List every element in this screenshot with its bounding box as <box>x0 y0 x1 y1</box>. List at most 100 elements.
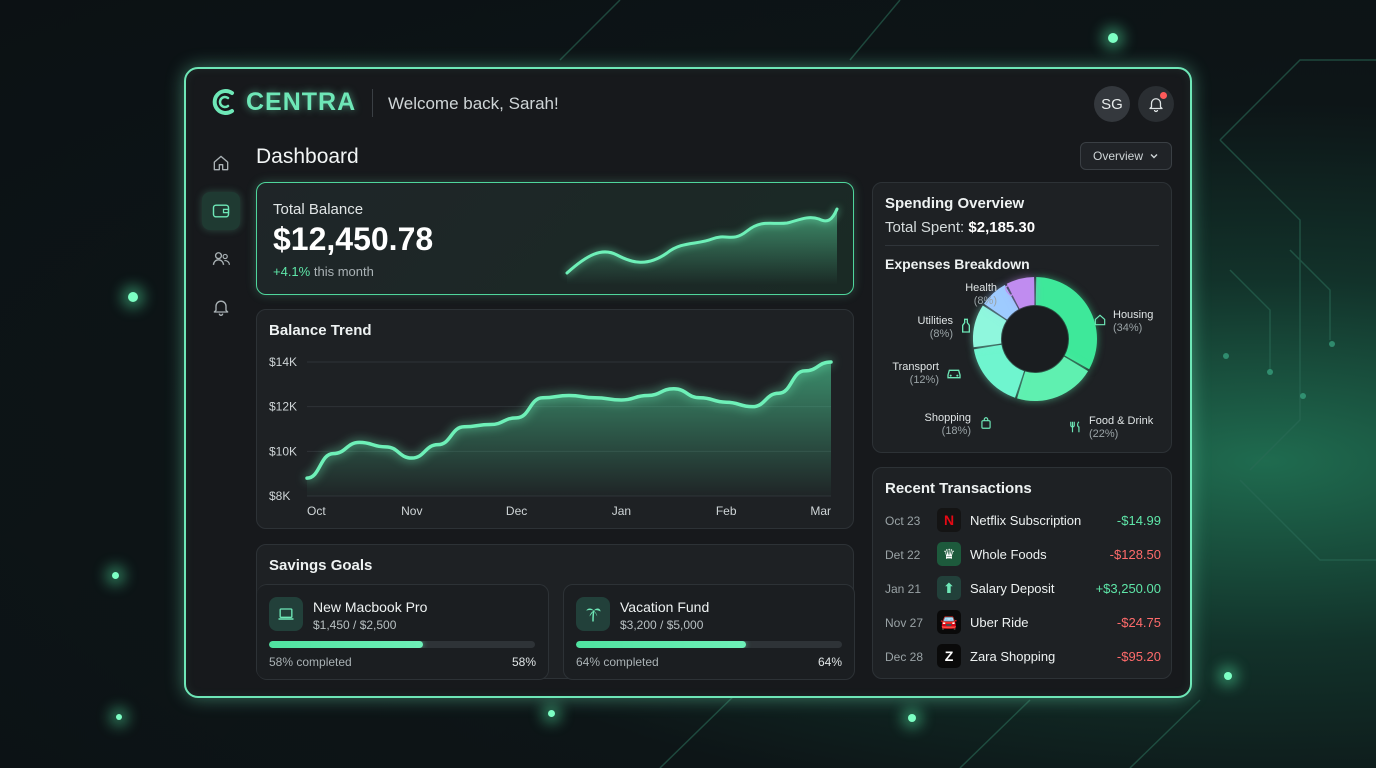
donut-slice-shopping[interactable] <box>973 344 1025 398</box>
wallet-icon <box>212 204 230 218</box>
user-avatar[interactable]: SG <box>1094 86 1130 122</box>
car-icon <box>947 369 961 379</box>
zara-icon: Z <box>937 644 961 668</box>
goal-percent: 58% <box>511 655 536 669</box>
sidebar-item-notifications[interactable] <box>202 288 240 326</box>
transaction-row[interactable]: Oct 23 N Netflix Subscription -$14.99 <box>885 508 1161 534</box>
sidebar-item-wallet[interactable] <box>202 192 240 230</box>
goal-percent: 64% <box>817 655 842 669</box>
transaction-name: Zara Shopping <box>970 649 1056 664</box>
glow-dot <box>548 710 555 717</box>
savings-goals-title: Savings Goals <box>269 557 373 574</box>
transaction-amount: -$24.75 <box>1116 615 1161 630</box>
savings-goal-vacation[interactable]: Vacation Fund $3,200 / $5,000 64% comple… <box>563 584 855 680</box>
total-balance-card: Total Balance $12,450.78 +4.1% this mont… <box>256 182 854 295</box>
transaction-name: Whole Foods <box>970 547 1047 562</box>
category-name: Housing <box>1113 309 1154 321</box>
sparkline-area <box>567 209 837 285</box>
category-label-transport: Transport (12%) <box>885 361 939 387</box>
spending-overview-title: Spending Overview <box>885 195 1025 212</box>
view-select-dropdown[interactable]: Overview <box>1080 142 1172 170</box>
transaction-name: Salary Deposit <box>970 581 1055 596</box>
centra-logo-icon <box>212 89 234 115</box>
transaction-date: Dec 28 <box>885 650 924 664</box>
donut-center <box>1002 306 1068 372</box>
balance-change: +4.1% this month <box>273 264 374 279</box>
goal-icon-box <box>576 597 610 631</box>
welcome-message: Welcome back, Sarah! <box>388 94 559 113</box>
transaction-row[interactable]: Dec 28 Z Zara Shopping -$95.20 <box>885 644 1161 670</box>
glow-dot <box>112 572 119 579</box>
brand-logo[interactable]: CENTRA <box>210 87 356 117</box>
donut-slice-transport[interactable] <box>973 305 1007 348</box>
transaction-row[interactable]: Nov 27 🚘 Uber Ride -$24.75 <box>885 610 1161 636</box>
bell-icon <box>213 300 229 316</box>
transaction-row[interactable]: Det 22 ♛ Whole Foods -$128.50 <box>885 542 1161 568</box>
transaction-date: Jan 21 <box>885 582 922 596</box>
x-tick-label: Mar <box>810 504 831 518</box>
goal-icon-box <box>269 597 303 631</box>
category-percent: (8%) <box>929 328 953 340</box>
transaction-row[interactable]: Jan 21 ⬆ Salary Deposit +$3,250.00 <box>885 576 1161 602</box>
expenses-donut-chart <box>973 277 1097 401</box>
x-tick-label: Dec <box>506 504 527 518</box>
heart-icon <box>1005 285 1017 297</box>
spending-overview-card: Spending Overview Total Spent: $2,185.30… <box>872 182 1172 453</box>
trend-line <box>305 360 833 480</box>
sidebar-item-users[interactable] <box>202 240 240 278</box>
glow-dot <box>128 292 138 302</box>
total-spent-value: $2,185.30 <box>968 219 1036 236</box>
x-tick-label: Feb <box>716 504 737 518</box>
balance-trend-title: Balance Trend <box>269 322 372 339</box>
page-title: Dashboard <box>256 145 359 168</box>
transaction-name: Netflix Subscription <box>970 513 1082 528</box>
balance-trend-card: Balance Trend $14K $12K $10K $8K Oct Nov Dec Ja… <box>256 309 854 529</box>
notifications-button[interactable] <box>1138 86 1174 122</box>
expenses-breakdown-title: Expenses Breakdown <box>885 256 1030 272</box>
category-percent: (8%) <box>973 295 997 307</box>
transaction-date: Oct 23 <box>885 514 921 528</box>
transaction-amount: -$128.50 <box>1109 547 1161 562</box>
donut-slice-utilities[interactable] <box>984 284 1019 320</box>
notification-badge <box>1160 92 1167 99</box>
goal-progress-track <box>576 641 842 648</box>
glow-dot <box>908 714 916 722</box>
balance-trend-chart: $14K $12K $10K $8K Oct Nov Dec Jan Feb Mar <box>269 355 833 518</box>
transaction-date: Det 22 <box>885 548 921 562</box>
savings-goals-card: Savings Goals New Macbook Pro $1,450 / $… <box>256 544 855 680</box>
balance-sparkline <box>565 207 839 285</box>
category-label-housing: Housing (34%) <box>1113 309 1153 335</box>
total-spent: Total Spent: $2,185.30 <box>885 219 1035 236</box>
category-name: Health <box>965 282 997 294</box>
goal-amount: $1,450 / $2,500 <box>313 618 397 632</box>
x-tick-label: Jan <box>612 504 631 518</box>
donut-slice-food-drink[interactable] <box>1017 356 1089 401</box>
category-percent: (12%) <box>909 374 939 386</box>
shopping-bag-icon <box>981 417 991 429</box>
sidebar-item-home[interactable] <box>202 144 240 182</box>
users-icon <box>212 252 230 265</box>
total-spent-label: Total Spent: <box>885 219 965 236</box>
savings-goal-macbook[interactable]: New Macbook Pro $1,450 / $2,500 58% comp… <box>257 584 549 680</box>
y-tick-label: $14K <box>269 355 297 369</box>
goal-amount: $3,200 / $5,000 <box>620 618 704 632</box>
laptop-icon <box>278 608 294 620</box>
house-icon <box>1094 314 1106 326</box>
total-balance-label: Total Balance <box>273 201 364 218</box>
transaction-amount: +$3,250.00 <box>1095 581 1161 596</box>
salary-icon: ⬆ <box>937 576 961 600</box>
category-percent: (22%) <box>1089 428 1119 440</box>
goal-progress-fill <box>576 641 747 648</box>
glow-dot <box>1224 672 1232 680</box>
sparkline-line <box>565 207 839 275</box>
goal-progress-fill <box>269 641 424 648</box>
y-tick-label: $8K <box>269 489 290 503</box>
donut-slice-health[interactable] <box>1006 277 1035 309</box>
donut-slice-housing[interactable] <box>1035 277 1097 370</box>
transaction-name: Uber Ride <box>970 615 1029 630</box>
glow-dot <box>116 714 122 720</box>
utensils-icon <box>1070 421 1080 433</box>
category-name: Food & Drink <box>1089 415 1154 427</box>
category-name: Utilities <box>917 315 953 327</box>
recent-transactions-title: Recent Transactions <box>885 480 1032 497</box>
